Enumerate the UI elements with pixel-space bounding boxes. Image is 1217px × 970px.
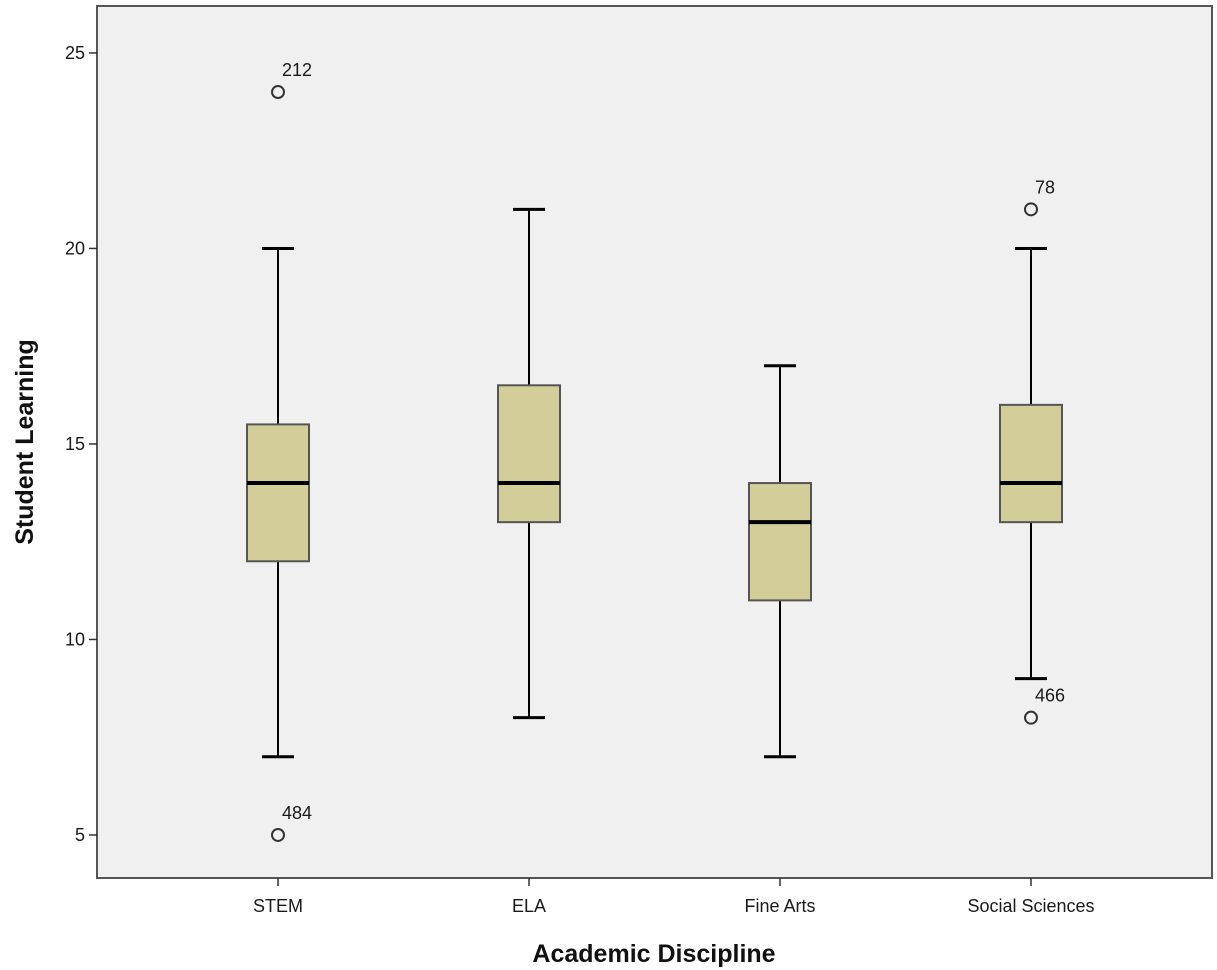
x-tick-label: Fine Arts bbox=[744, 896, 815, 916]
outlier-label: 78 bbox=[1035, 177, 1055, 197]
box-ela bbox=[497, 207, 561, 720]
box-fine-arts bbox=[748, 364, 812, 759]
boxes: 212 484 78 466 bbox=[246, 60, 1065, 842]
x-tick-label: Social Sciences bbox=[967, 896, 1094, 916]
x-tick-label: ELA bbox=[512, 896, 546, 916]
iqr-box bbox=[246, 423, 310, 563]
y-tick-label: 5 bbox=[75, 825, 85, 845]
iqr-box bbox=[999, 403, 1063, 524]
box-stem: 212 484 bbox=[246, 60, 312, 842]
x-axis: STEM ELA Fine Arts Social Sciences bbox=[253, 878, 1095, 916]
y-axis-title: Student Learning bbox=[11, 339, 39, 545]
box-social-sciences: 78 466 bbox=[999, 177, 1065, 725]
iqr-box bbox=[748, 482, 812, 602]
y-axis: 5 10 15 20 25 bbox=[65, 43, 97, 845]
outlier-point bbox=[1024, 710, 1038, 725]
iqr-box bbox=[497, 384, 561, 524]
y-tick-label: 10 bbox=[65, 629, 85, 649]
y-tick-label: 20 bbox=[65, 238, 85, 258]
outlier-label: 212 bbox=[282, 60, 312, 80]
x-axis-title: Academic Discipline bbox=[532, 940, 775, 968]
y-tick-label: 15 bbox=[65, 434, 85, 454]
y-tick-label: 25 bbox=[65, 43, 85, 63]
outlier-point bbox=[271, 85, 285, 100]
outlier-label: 484 bbox=[282, 803, 312, 823]
outlier-point bbox=[1024, 202, 1038, 217]
x-tick-label: STEM bbox=[253, 896, 303, 916]
outlier-label: 466 bbox=[1035, 686, 1065, 706]
outlier-point bbox=[271, 827, 285, 842]
